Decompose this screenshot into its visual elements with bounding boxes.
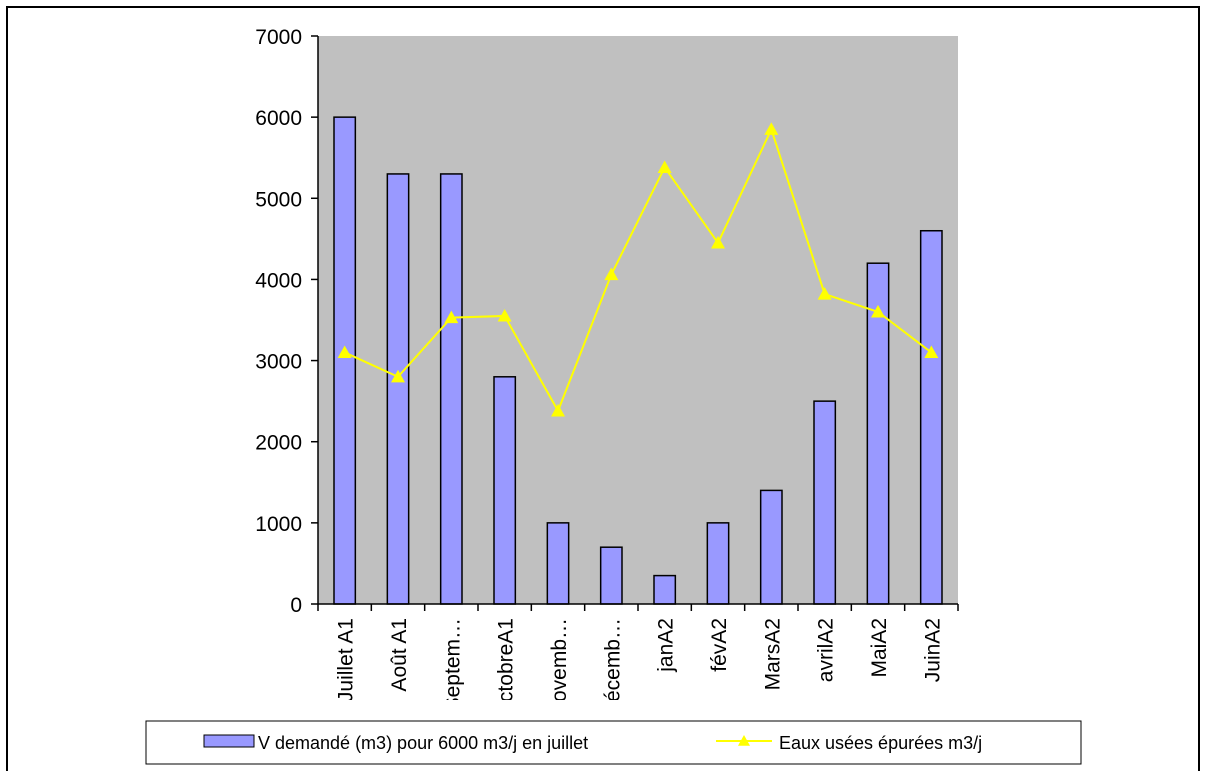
line-point-7 bbox=[711, 235, 725, 249]
y-tick-label-5: 5000 bbox=[255, 188, 302, 211]
bars-layer bbox=[333, 116, 943, 605]
y-tick-label-1: 1000 bbox=[255, 513, 302, 536]
x-tick-label-4: Novemb… bbox=[548, 618, 571, 717]
chart-border bbox=[6, 6, 1200, 771]
x-tick-label-3: OctobreA1 bbox=[495, 618, 518, 718]
bar-5 bbox=[599, 546, 623, 605]
bar-1 bbox=[386, 173, 410, 605]
plot-area bbox=[318, 36, 958, 604]
line-point-0 bbox=[337, 345, 352, 359]
bar-3 bbox=[493, 376, 517, 605]
line-point-6 bbox=[657, 160, 672, 174]
legend: V demandé (m3) pour 6000 m3/j en juillet… bbox=[145, 720, 1082, 765]
line-point-4 bbox=[551, 403, 565, 417]
y-tick-label-0: 0 bbox=[290, 594, 302, 617]
legend-label-line: Eaux usées épurées m3/j bbox=[779, 733, 982, 753]
x-tick-label-1: Août A1 bbox=[388, 618, 411, 692]
bar-7 bbox=[706, 522, 730, 605]
bar-11 bbox=[919, 229, 943, 605]
line-point-11 bbox=[924, 345, 939, 359]
line-point-8 bbox=[764, 122, 779, 135]
line-point-2 bbox=[444, 310, 459, 324]
bar-2 bbox=[439, 173, 463, 605]
y-tick-label-2: 2000 bbox=[255, 432, 302, 455]
x-tick-label-11: JuinA2 bbox=[921, 618, 944, 682]
x-tick-label-0: Juillet A1 bbox=[335, 618, 358, 702]
line-point-9 bbox=[817, 287, 832, 300]
bar-0 bbox=[333, 116, 357, 605]
legend-bar-swatch bbox=[203, 734, 255, 748]
y-tick-label-3: 3000 bbox=[255, 351, 302, 374]
x-tick-label-10: MaiA2 bbox=[868, 618, 891, 678]
line-layer bbox=[337, 122, 939, 417]
axes-layer: 0 1000 2000 3000 4000 5000 6000 7000 Juillet A1 A… bbox=[255, 26, 959, 718]
y-tick-label-7: 7000 bbox=[255, 26, 302, 49]
x-tick-labels: Juillet A1 Août A1 Septem… OctobreA1 Novemb…… bbox=[335, 618, 945, 718]
bar-8 bbox=[759, 489, 783, 605]
x-tick-label-8: MarsA2 bbox=[761, 618, 784, 690]
legend-box bbox=[145, 720, 1082, 765]
x-tick-label-6: janA2 bbox=[655, 618, 678, 673]
x-tick-label-5: Décemb… bbox=[601, 618, 624, 717]
series-line bbox=[344, 126, 932, 414]
x-tick-label-2: Septem… bbox=[441, 618, 464, 711]
y-tick-label-6: 6000 bbox=[255, 107, 302, 130]
legend-triangle-marker-icon bbox=[738, 735, 750, 746]
line-point-3 bbox=[497, 308, 512, 322]
x-tick-label-9: avrilA2 bbox=[815, 618, 838, 682]
line-point-1 bbox=[391, 369, 405, 383]
line-point-5 bbox=[604, 267, 619, 281]
bar-4 bbox=[546, 522, 570, 605]
legend-label-bars: V demandé (m3) pour 6000 m3/j en juillet bbox=[258, 733, 588, 753]
bar-6 bbox=[653, 574, 677, 605]
bar-9 bbox=[813, 400, 837, 605]
x-tick-label-7: févA2 bbox=[708, 618, 731, 672]
line-point-10 bbox=[871, 304, 885, 318]
y-tick-label-4: 4000 bbox=[255, 269, 302, 292]
